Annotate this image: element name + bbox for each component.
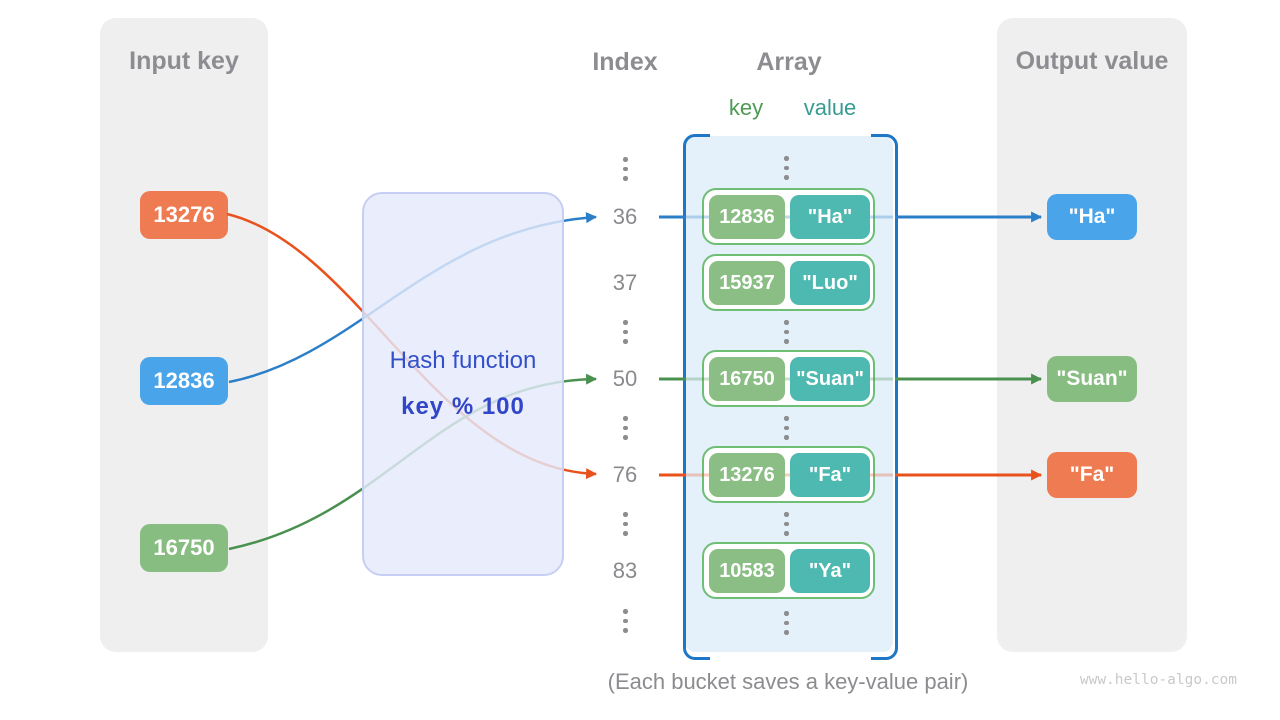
array-right-bracket: [871, 134, 898, 660]
index-ellipsis-dots: [623, 416, 628, 440]
output-value-fa: "Fa": [1047, 452, 1137, 498]
array-ellipsis-dots: [784, 512, 789, 536]
bucket-50-key: 16750: [709, 357, 785, 401]
array-ellipsis-dots: [784, 320, 789, 344]
array-ellipsis-dots: [784, 611, 789, 635]
index-83: 83: [612, 558, 638, 583]
input-key-16750: 16750: [140, 524, 228, 572]
array-ellipsis-dots: [784, 156, 789, 180]
array-left-bracket: [683, 134, 710, 660]
index-ellipsis-dots: [623, 512, 628, 536]
array-value-header: value: [803, 95, 857, 120]
bucket-76-value: "Fa": [790, 453, 870, 497]
bucket-76-key: 13276: [709, 453, 785, 497]
index-36: 36: [612, 204, 638, 229]
index-ellipsis-dots: [623, 609, 628, 633]
array-key-header: key: [728, 95, 764, 120]
hash-function-label: Hash function: [389, 347, 537, 374]
bucket-83-value: "Ya": [790, 549, 870, 593]
index-37: 37: [612, 270, 638, 295]
input-key-12836: 12836: [140, 357, 228, 405]
output-value-suan: "Suan": [1047, 356, 1137, 402]
array-column-title: Array: [756, 48, 822, 76]
hash-function-formula: key % 100: [401, 393, 525, 420]
bucket-36-value: "Ha": [790, 195, 870, 239]
hash-function-box: Hash function key % 100: [362, 192, 564, 576]
index-column-title: Index: [592, 48, 658, 76]
bucket-37-value: "Luo": [790, 261, 870, 305]
watermark: www.hello-algo.com: [1079, 672, 1237, 688]
index-ellipsis-dots: [623, 157, 628, 181]
bucket-50-value: "Suan": [790, 357, 870, 401]
bucket-36-key: 12836: [709, 195, 785, 239]
diagram-caption: (Each bucket saves a key-value pair): [607, 669, 969, 694]
input-key-13276: 13276: [140, 191, 228, 239]
output-value-panel: Output value: [997, 18, 1187, 652]
index-ellipsis-dots: [623, 320, 628, 344]
bucket-83-key: 10583: [709, 549, 785, 593]
output-value-ha: "Ha": [1047, 194, 1137, 240]
index-76: 76: [612, 462, 638, 487]
array-ellipsis-dots: [784, 416, 789, 440]
output-panel-title: Output value: [1015, 47, 1169, 75]
index-50: 50: [612, 366, 638, 391]
input-panel-title: Input key: [129, 47, 239, 75]
bucket-37-key: 15937: [709, 261, 785, 305]
